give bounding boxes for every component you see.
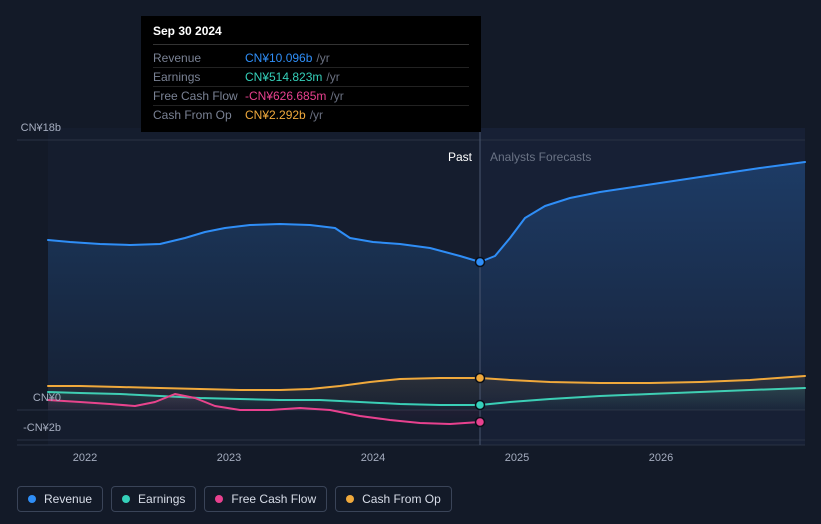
- x-axis-tick-label: 2022: [73, 452, 97, 464]
- legend-dot-icon: [28, 495, 36, 503]
- tooltip-unit: /yr: [310, 108, 323, 122]
- y-axis-tick-label: -CN¥2b: [6, 422, 61, 434]
- x-axis-tick-label: 2026: [649, 452, 673, 464]
- legend-item-fcf[interactable]: Free Cash Flow: [204, 486, 327, 512]
- legend-item-earnings[interactable]: Earnings: [111, 486, 196, 512]
- tooltip-metric-label: Revenue: [153, 51, 245, 65]
- tooltip-metric-value: CN¥10.096b: [245, 51, 312, 65]
- y-axis-tick-label: CN¥0: [6, 392, 61, 404]
- legend-dot-icon: [346, 495, 354, 503]
- x-axis-tick-label: 2025: [505, 452, 529, 464]
- legend-dot-icon: [215, 495, 223, 503]
- tooltip-date: Sep 30 2024: [153, 24, 469, 45]
- tooltip-unit: /yr: [330, 89, 343, 103]
- tooltip-unit: /yr: [316, 51, 329, 65]
- legend-item-cashop[interactable]: Cash From Op: [335, 486, 452, 512]
- tooltip-metric-value: CN¥2.292b: [245, 108, 306, 122]
- forecast-region-label: Analysts Forecasts: [490, 150, 591, 164]
- legend-label: Earnings: [138, 492, 185, 506]
- tooltip-row: Free Cash Flow-CN¥626.685m/yr: [153, 87, 469, 106]
- tooltip-metric-value: CN¥514.823m: [245, 70, 322, 84]
- tooltip-metric-label: Free Cash Flow: [153, 89, 245, 103]
- legend: Revenue Earnings Free Cash Flow Cash From O…: [17, 486, 452, 512]
- tooltip-row: EarningsCN¥514.823m/yr: [153, 68, 469, 87]
- x-axis-tick-label: 2023: [217, 452, 241, 464]
- tooltip-row: Cash From OpCN¥2.292b/yr: [153, 106, 469, 124]
- tooltip-metric-label: Earnings: [153, 70, 245, 84]
- tooltip-metric-value: -CN¥626.685m: [245, 89, 326, 103]
- legend-dot-icon: [122, 495, 130, 503]
- y-axis-tick-label: CN¥18b: [6, 122, 61, 134]
- legend-label: Revenue: [44, 492, 92, 506]
- x-axis-tick-label: 2024: [361, 452, 385, 464]
- legend-item-revenue[interactable]: Revenue: [17, 486, 103, 512]
- past-region-label: Past: [448, 150, 472, 164]
- tooltip-row: RevenueCN¥10.096b/yr: [153, 49, 469, 68]
- tooltip-metric-label: Cash From Op: [153, 108, 245, 122]
- legend-label: Cash From Op: [362, 492, 441, 506]
- data-tooltip: Sep 30 2024 RevenueCN¥10.096b/yrEarnings…: [141, 16, 481, 132]
- tooltip-unit: /yr: [326, 70, 339, 84]
- legend-label: Free Cash Flow: [231, 492, 316, 506]
